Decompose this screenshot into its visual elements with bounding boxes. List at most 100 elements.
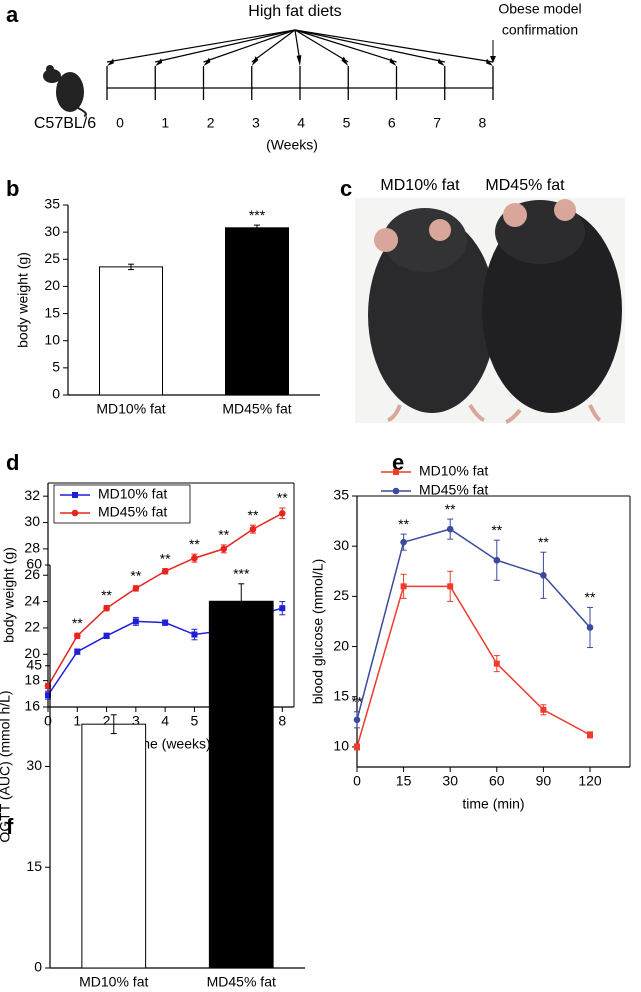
arrow-head [490,56,496,63]
significance: ** [248,507,259,523]
significance: ** [491,522,502,538]
week-label: 5 [343,115,351,131]
legend-label: MD10% fat [98,486,167,502]
marker [132,618,139,625]
significance: ** [130,567,141,583]
arrow-head [155,58,163,66]
x-tick-label: 4 [161,713,169,729]
marker [493,660,500,667]
arrow-head [251,56,259,66]
x-tick-label: 120 [578,773,602,789]
y-tick-label: 25 [44,250,60,266]
arrow-head [389,57,397,66]
arrow-head [341,56,349,66]
y-tick-label: 24 [24,592,40,608]
x-tick-label: 5 [191,713,199,729]
diet-arrow [294,29,397,63]
arrow-head [437,58,445,66]
y-tick-label: 26 [24,566,40,582]
diet-arrow [106,29,296,63]
significance: ** [160,550,171,566]
marker [103,632,110,639]
x-tick-label: 0 [44,713,52,729]
x-tick-label: 3 [132,713,140,729]
diet-arrow [251,29,296,63]
significance: ** [398,516,409,532]
week-label: 0 [116,115,124,131]
diet-arrow [294,29,494,63]
y-tick-label: 35 [333,487,349,503]
marker [162,619,169,626]
arrow-head [107,58,114,66]
panel-letter: e [392,450,404,475]
panel-letter: b [6,176,19,201]
chart: b 0 5 10 15 20 25 30 35 body weight (g) MD10% fat M… [6,176,320,417]
x-tick-label: 15 [396,773,412,789]
marker [220,545,228,553]
unit-label: (Weeks) [266,137,318,153]
marker [446,525,454,533]
x-axis-label: time (weeks) [131,736,210,752]
y-tick-label: 20 [24,645,40,661]
marker [393,469,399,475]
y-tick-label: 20 [333,637,349,653]
x-tick-label: MD10% fat [79,974,148,990]
series-line [356,585,591,748]
week-label: 3 [252,115,260,131]
y-tick-label: 60 [26,556,42,572]
y-tick-label: 10 [44,331,60,347]
marker [103,604,110,612]
marker [540,571,547,579]
x-tick-label: MD10% fat [96,401,165,417]
y-tick-label: 0 [34,959,42,975]
marker [279,605,286,612]
legend-box [53,484,191,524]
week-label: 8 [479,115,487,131]
significance: ** [538,534,549,550]
diet-arrow [294,29,445,63]
y-tick-label: 25 [333,587,349,603]
marker [191,554,198,562]
legend-label: MD45% fat [419,482,488,498]
marker [71,509,79,517]
y-tick-label: 20 [44,277,60,293]
marker [161,567,169,575]
significance: ** [218,527,229,543]
chart: e 10 15 20 25 30 35 blood glucose (mmol/L) time … [310,450,631,812]
legend-label: MD10% fat [419,463,488,479]
y-tick-label: 18 [24,671,40,687]
confirmation-label: confirmation [502,22,578,38]
y-tick-label: 32 [24,487,40,503]
marker [278,510,286,517]
arrow-head [203,57,211,66]
significance: ** [277,490,288,506]
y-tick-label: 16 [24,698,40,714]
marker [45,692,51,699]
marker [249,525,257,533]
panel-letter: d [6,450,19,475]
significance: *** [249,207,266,223]
group-label: MD45% fat [485,177,565,194]
y-tick-label: 15 [333,687,349,703]
y-tick-label: 10 [333,738,349,754]
bar [225,227,289,396]
strain-label: C57BL/6 [34,115,96,132]
y-tick-label: 0 [52,386,60,402]
marker [540,706,547,713]
bar [81,723,147,969]
significance: ** [72,615,83,631]
marker [400,538,407,546]
y-axis-label: OGTT (AUC) (mmol h/L) [0,690,13,842]
panel-letter: c [340,176,352,201]
marker [72,492,78,498]
week-label: 2 [207,115,215,131]
y-tick-label: 30 [44,223,60,239]
marker [74,648,81,655]
legend-label: MD45% fat [98,504,167,520]
confirmation-label: Obese model [498,1,581,17]
x-axis-label: time (min) [462,796,524,812]
x-tick-label: 0 [353,773,361,789]
